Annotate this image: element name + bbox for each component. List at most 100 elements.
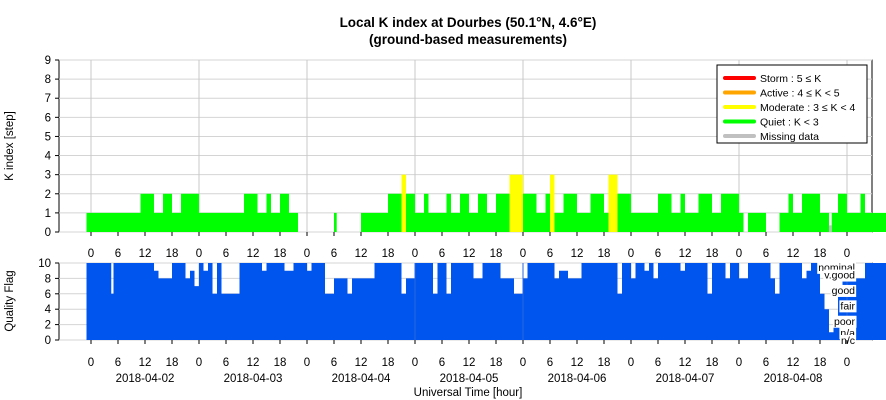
quality-label: v.good <box>824 270 855 282</box>
k-index-bar <box>388 193 402 232</box>
k-hour-label: 0 <box>196 248 202 260</box>
k-hour-label: 0 <box>736 248 742 260</box>
q-hour-label: 18 <box>814 357 827 369</box>
date-labels: 2018-04-02 2018-04-03 2018-04-04 2018-04-05… <box>116 373 823 385</box>
q-hour-label: 18 <box>706 357 719 369</box>
q-hour-label: 12 <box>355 357 368 369</box>
k-index-bar <box>590 193 604 232</box>
k-hour-label: 18 <box>382 248 395 260</box>
k-index-bar <box>163 193 172 232</box>
quality-label-bg <box>830 284 857 297</box>
q-hour-label: 12 <box>247 357 260 369</box>
k-y-tick-label: 8 <box>45 74 51 86</box>
quality-label-bg <box>832 315 857 328</box>
quality-label: poor <box>834 316 856 328</box>
k-index-bar <box>406 193 415 232</box>
q-hour-label: 0 <box>628 357 634 369</box>
q-y-tick-label: 6 <box>45 289 51 301</box>
q-hour-label: 18 <box>382 357 395 369</box>
k-hour-label: 12 <box>571 248 584 260</box>
k-index-bar <box>545 193 550 232</box>
q-hour-label: 0 <box>304 357 310 369</box>
k-index-bar <box>428 212 447 232</box>
k-hour-label: 18 <box>706 248 719 260</box>
k-index-bar <box>451 212 460 232</box>
k-hour-label: 0 <box>412 248 418 260</box>
k-hour-label: 12 <box>463 248 476 260</box>
q-hour-label: 6 <box>547 357 553 369</box>
k-index-bar <box>478 193 487 232</box>
q-y-tick-label: 10 <box>38 258 51 270</box>
k-hour-label: 18 <box>598 248 611 260</box>
k-index-bar <box>172 212 181 232</box>
q-hour-label: 0 <box>88 357 94 369</box>
k-index-bar <box>802 193 820 232</box>
k-hour-label: 0 <box>520 248 526 260</box>
q-hour-label: 12 <box>139 357 152 369</box>
quality-y-ticks: 0 2 4 6 8 10 <box>38 258 59 347</box>
quality-label: n/c <box>841 335 855 347</box>
q-y-tick-label: 4 <box>45 304 52 316</box>
q-hour-label: 0 <box>520 357 526 369</box>
k-index-bar <box>554 212 564 232</box>
k-hour-label: 12 <box>787 248 800 260</box>
k-hour-label: 6 <box>655 248 661 260</box>
k-hour-label: 0 <box>628 248 634 260</box>
q-hour-label: 18 <box>598 357 611 369</box>
k-index-bar <box>671 212 681 232</box>
k-index-bar <box>334 212 337 232</box>
k-index-bar <box>793 212 802 232</box>
q-hour-label: 6 <box>331 357 337 369</box>
k-index-bar <box>721 193 739 232</box>
k-index-bar <box>401 174 406 232</box>
k-index-bar <box>698 193 712 232</box>
k-hour-label: 6 <box>763 248 769 260</box>
k-index-hour-ticks: 0 6 12 18 0 6 12 18 0 6 12 18 0 6 12 18 0 6 12 18 0 6 12 18 0 6 12… <box>88 232 850 260</box>
q-hour-label: 6 <box>763 357 769 369</box>
k-index-bar <box>509 174 523 232</box>
quality-label: good <box>832 285 856 297</box>
k-index-bar <box>831 212 838 232</box>
k-index-bars <box>86 174 886 232</box>
k-index-bar <box>860 193 865 232</box>
k-index-bar <box>838 193 847 232</box>
q-y-tick-label: 8 <box>45 273 51 285</box>
k-hour-label: 6 <box>331 248 337 260</box>
k-index-bar <box>424 193 429 232</box>
k-index-bar <box>280 193 289 232</box>
k-index-bar <box>748 212 766 232</box>
chart-subtitle: (ground-based measurements) <box>369 32 567 47</box>
k-hour-label: 6 <box>547 248 553 260</box>
k-hour-label: 0 <box>88 248 94 260</box>
quality-area <box>86 263 886 340</box>
k-y-tick-label: 6 <box>45 112 51 124</box>
k-index-bar <box>181 193 199 232</box>
k-index-bar <box>244 193 258 232</box>
quality-fill <box>86 263 886 340</box>
quality-label-bg <box>839 300 857 313</box>
k-hour-label: 0 <box>844 248 850 260</box>
k-hour-label: 18 <box>490 248 503 260</box>
k-index-bar <box>536 212 546 232</box>
k-index-bar <box>680 193 685 232</box>
k-y-tick-label: 4 <box>45 151 52 163</box>
k-y-tick-label: 1 <box>45 208 51 220</box>
quality-hour-ticks: 0 6 12 18 0 6 12 18 0 6 12 18 0 6 12 18 0 6 12 18 0 6 12 18 0 6 12… <box>88 340 850 369</box>
date-label: 2018-04-08 <box>764 373 823 385</box>
q-hour-label: 18 <box>166 357 179 369</box>
k-index-bar <box>847 212 861 232</box>
k-hour-label: 6 <box>115 248 121 260</box>
q-hour-label: 0 <box>196 357 202 369</box>
k-index-bar <box>712 212 721 232</box>
k-index-bar <box>415 212 424 232</box>
k-index-bar <box>820 212 829 232</box>
k-y-tick-label: 7 <box>45 93 51 105</box>
k-index-bar <box>289 212 298 232</box>
date-label: 2018-04-03 <box>224 373 283 385</box>
legend: Storm : 5 ≤ K Active : 4 ≤ K < 5 Moderate … <box>716 64 868 144</box>
k-index-bar <box>154 212 163 232</box>
q-hour-label: 12 <box>463 357 476 369</box>
k-index-bar <box>631 212 658 232</box>
